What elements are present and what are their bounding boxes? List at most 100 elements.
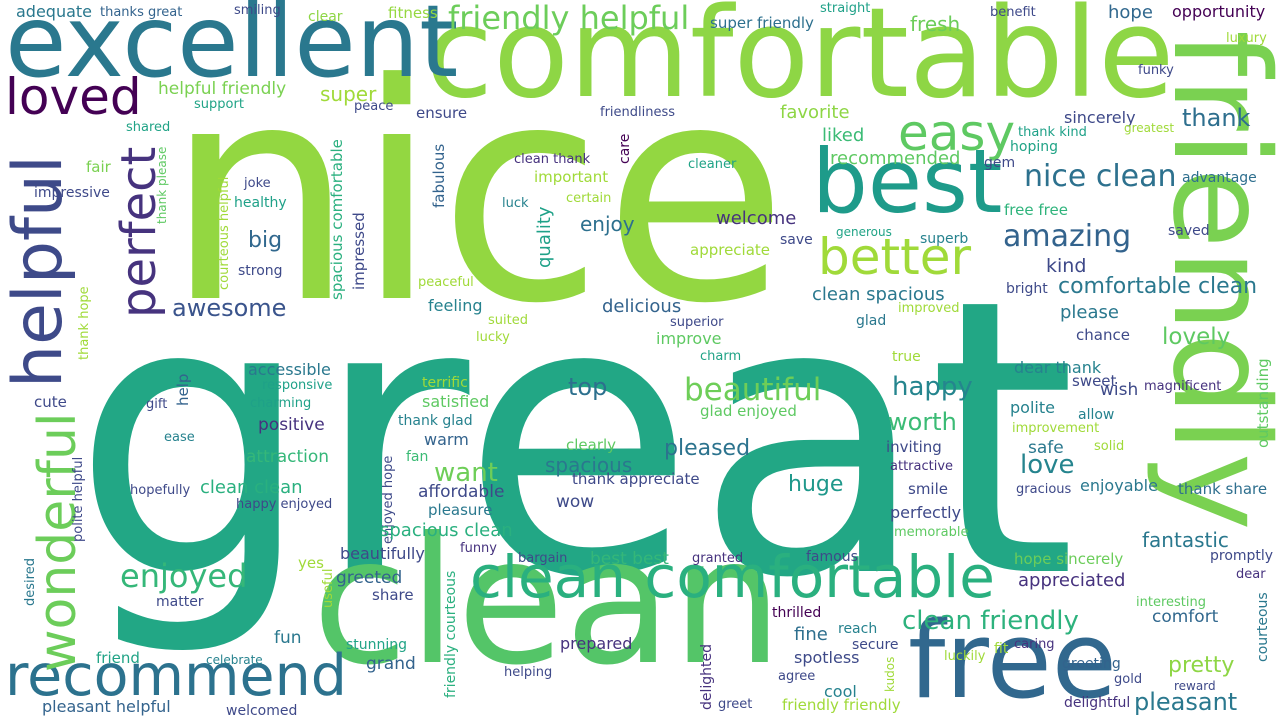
word-fabulous: fabulous	[430, 143, 448, 208]
word-welcomed: welcomed	[226, 703, 298, 719]
word-attraction: attraction	[246, 447, 330, 467]
word-free: free	[908, 599, 1117, 720]
word-worth: worth	[888, 408, 957, 436]
word-friendly-courteous: friendly courteous	[443, 570, 459, 698]
word-glad: glad	[856, 313, 887, 329]
word-grand: grand	[366, 654, 416, 674]
word-straight: straight	[820, 1, 871, 16]
word-friend: friend	[96, 649, 140, 667]
word-enjoy: enjoy	[580, 212, 635, 236]
word-charming: charming	[250, 396, 312, 411]
word-welcome: welcome	[716, 208, 797, 229]
word-improve: improve	[656, 329, 722, 348]
word-lucky: lucky	[476, 330, 510, 345]
word-best: best	[812, 130, 1003, 233]
word-kudos: kudos	[883, 656, 897, 692]
word-spacious: spacious	[545, 453, 633, 477]
word-wonderful: wonderful	[28, 412, 88, 672]
word-promptly: promptly	[1210, 548, 1274, 564]
word-cool: cool	[824, 682, 857, 701]
word-thank: thank	[1182, 104, 1251, 132]
word-fitness: fitness	[388, 4, 438, 22]
word-greeted: greeted	[336, 568, 403, 588]
word-improvement: improvement	[1012, 421, 1100, 436]
word-advantage: advantage	[1182, 170, 1257, 186]
word-adequate: adequate	[16, 2, 93, 21]
word-feeling: feeling	[428, 296, 483, 315]
word-luxury: luxury	[1226, 31, 1267, 46]
word-clean-comfortable: clean comfortable	[470, 543, 995, 611]
word-thank-appreciate: thank appreciate	[572, 470, 700, 488]
word-clean-thank: clean thank	[514, 152, 591, 167]
word-courteous-helpful: courteous helpful	[217, 176, 232, 290]
word-desired: desired	[23, 558, 38, 606]
word-safe: safe	[1028, 438, 1064, 458]
word-top: top	[568, 373, 608, 401]
word-appreciated: appreciated	[1018, 570, 1126, 591]
word-appreciate: appreciate	[690, 241, 771, 259]
word-thrilled: thrilled	[772, 605, 822, 621]
word-comfort: comfort	[1152, 607, 1219, 627]
word-affordable: affordable	[418, 482, 505, 502]
word-hope: hope	[1108, 2, 1153, 23]
word-outstanding: outstanding	[1254, 358, 1272, 448]
word-allow: allow	[1078, 407, 1115, 423]
word-clean-spacious: clean spacious	[812, 284, 945, 305]
word-matter: matter	[156, 594, 204, 610]
word-polite: polite	[1010, 398, 1055, 417]
word-friendliness: friendliness	[600, 105, 676, 120]
word-bright: bright	[1006, 281, 1048, 297]
word-happy: happy	[892, 372, 973, 402]
word-reach: reach	[838, 621, 878, 637]
word-funny: funny	[460, 541, 497, 556]
word-sweet: sweet	[1072, 372, 1117, 390]
word-magnificent: magnificent	[1144, 379, 1222, 394]
word-helpful-friendly: helpful friendly	[158, 79, 287, 99]
word-please: please	[1060, 302, 1119, 323]
word-inviting: inviting	[886, 438, 942, 456]
word-perfectly: perfectly	[890, 503, 962, 522]
word-super: super	[320, 82, 377, 106]
word-memorable: memorable	[894, 525, 969, 540]
word-fresh: fresh	[910, 12, 961, 36]
word-favorite: favorite	[780, 102, 850, 123]
word-quality: quality	[534, 206, 555, 268]
word-courteous: courteous	[1255, 592, 1271, 662]
word-thank-kind: thank kind	[1018, 125, 1087, 140]
word-free-free: free free	[1004, 201, 1068, 219]
word-attractive: attractive	[890, 459, 954, 474]
word-lovely: lovely	[1162, 324, 1231, 350]
word-thank-please: thank please	[155, 146, 169, 224]
word-caring: caring	[1014, 637, 1055, 652]
word-huge: huge	[788, 472, 844, 497]
word-bargain: bargain	[518, 551, 568, 566]
word-loved: loved	[5, 68, 142, 126]
word-gold: gold	[1114, 672, 1143, 687]
word-nice: nice	[165, 20, 788, 369]
word-certain: certain	[566, 191, 612, 206]
word-support: support	[194, 97, 244, 112]
word-interesting: interesting	[1136, 595, 1206, 610]
word-ensure: ensure	[416, 104, 468, 122]
word-joke: joke	[244, 176, 271, 191]
word-beautiful: beautiful	[684, 372, 822, 408]
word-hope-sincerely: hope sincerely	[1014, 550, 1124, 568]
word-charm: charm	[700, 349, 742, 364]
word-solid: solid	[1094, 439, 1125, 454]
word-stunning: stunning	[346, 637, 408, 653]
word-greeting: greeting	[1062, 656, 1121, 672]
word-glad-enjoyed: glad enjoyed	[700, 402, 797, 420]
word-superior: superior	[670, 315, 724, 330]
word-spotless: spotless	[794, 648, 860, 667]
word-gem: gem	[984, 155, 1016, 171]
word-shared: shared	[126, 120, 171, 135]
word-better: better	[818, 228, 972, 286]
word-reward: reward	[1174, 679, 1216, 693]
word-recommended: recommended	[830, 148, 961, 169]
word-peace: peace	[354, 99, 394, 114]
word-impressed: impressed	[350, 212, 368, 290]
word-fair: fair	[86, 158, 111, 176]
word-clear: clear	[308, 9, 343, 25]
word-pleased: pleased	[664, 436, 751, 461]
word-great: great	[72, 218, 1077, 661]
